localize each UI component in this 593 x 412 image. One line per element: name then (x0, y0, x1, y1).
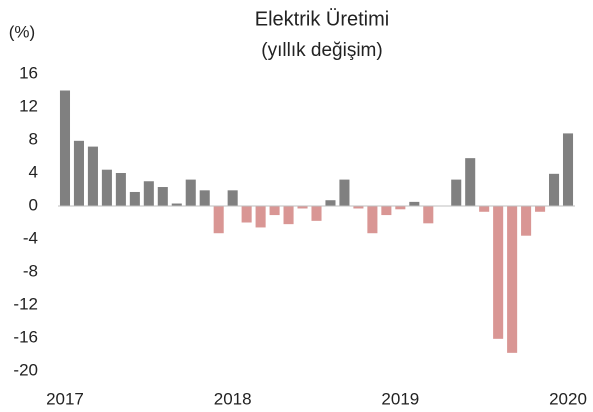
bar (87, 146, 98, 206)
bar (157, 187, 168, 206)
bar (339, 179, 350, 206)
bar (549, 173, 560, 206)
bar (493, 206, 504, 339)
chart-title: Elektrik Üretimi (255, 8, 389, 30)
x-tick-label: 2019 (381, 389, 419, 408)
y-tick-label: -16 (13, 327, 38, 346)
bar (255, 206, 266, 228)
bar (353, 206, 364, 209)
bar (451, 179, 462, 206)
bar (479, 206, 490, 212)
bar (507, 206, 518, 353)
y-tick-label: 8 (29, 129, 38, 148)
bar (213, 206, 224, 234)
bar (129, 191, 140, 206)
bar (423, 206, 434, 224)
bar (73, 140, 84, 206)
bar (185, 179, 196, 206)
y-axis-label: (%) (9, 22, 35, 41)
bar (199, 190, 210, 206)
bar (171, 203, 182, 206)
bar (59, 90, 71, 206)
bar (409, 201, 420, 206)
y-tick-label: 4 (29, 162, 38, 181)
chart-subtitle: (yıllık değişim) (261, 40, 382, 61)
bar (297, 206, 308, 209)
y-tick-label: -4 (23, 228, 38, 247)
y-tick-label: 0 (29, 195, 38, 214)
bar (227, 190, 238, 206)
x-tick-label: 2018 (214, 389, 252, 408)
bar (562, 133, 574, 206)
x-tick-label: 2017 (46, 389, 84, 408)
bar (143, 181, 154, 206)
bar (325, 200, 336, 206)
bar (465, 158, 476, 206)
bar (535, 206, 546, 212)
y-tick-label: -20 (13, 360, 38, 379)
bar (283, 206, 294, 225)
bar (311, 206, 322, 221)
bar (367, 206, 378, 234)
bar (101, 169, 112, 206)
bar (241, 206, 252, 223)
bar (381, 206, 392, 216)
y-tick-label: 16 (19, 63, 38, 82)
bar (395, 206, 406, 210)
x-tick-label: 2020 (549, 389, 587, 408)
y-tick-label: -12 (13, 294, 38, 313)
y-tick-label: 12 (19, 96, 38, 115)
bar (521, 206, 532, 236)
bar (269, 206, 280, 216)
bar (115, 173, 126, 206)
y-tick-label: -8 (23, 261, 38, 280)
